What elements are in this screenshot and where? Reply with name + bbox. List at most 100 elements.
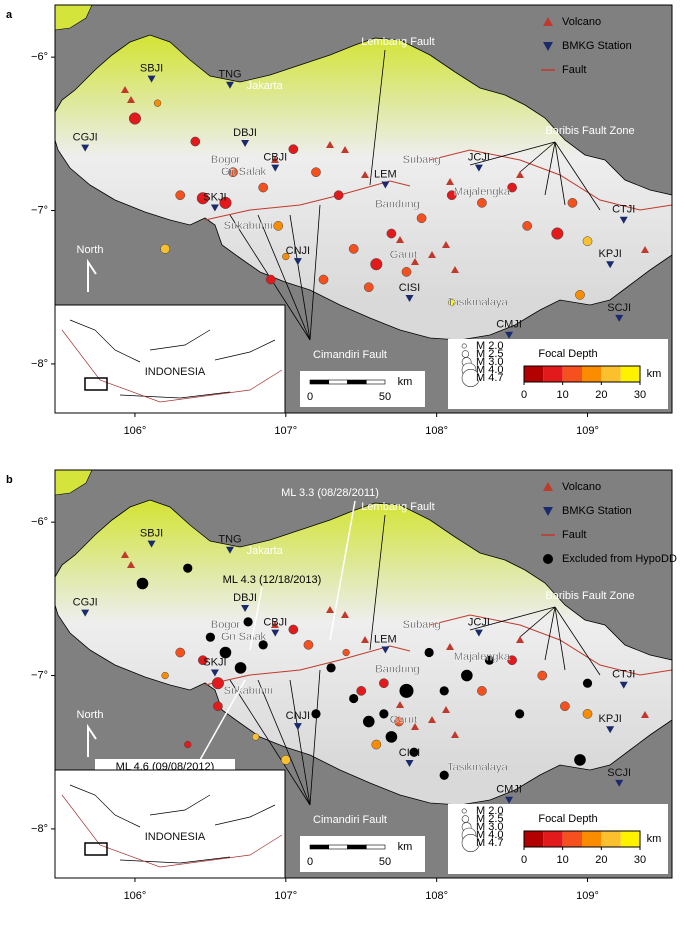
excluded-earthquake <box>349 693 359 704</box>
station-label: CISI <box>399 282 420 294</box>
leader-line <box>554 606 601 676</box>
place-label: Majalengka <box>454 186 511 198</box>
volcano <box>451 266 459 273</box>
colorbar-tick-label: 30 <box>634 389 646 401</box>
earthquake <box>363 282 374 293</box>
map-frame <box>54 469 673 879</box>
volcano <box>127 561 135 568</box>
scale-box <box>300 836 425 872</box>
leader-line <box>229 679 311 806</box>
volcano <box>516 171 524 178</box>
scale-segment <box>309 844 330 850</box>
scale-segment <box>365 844 386 850</box>
earthquake <box>303 640 314 650</box>
excluded-earthquake <box>311 709 321 719</box>
magnitude-key <box>461 815 470 823</box>
magnitude-label: M 2.5 <box>476 813 504 825</box>
station-label: CGJI <box>73 132 98 144</box>
legend-volcano <box>543 482 553 491</box>
legend-label: Fault <box>562 529 586 541</box>
scale-unit: km <box>398 376 413 388</box>
excluded-earthquake <box>219 646 232 659</box>
colorbar-unit: km <box>647 833 662 845</box>
colorbar-unit: km <box>647 368 662 380</box>
excluded-earthquake <box>574 754 586 766</box>
earthquake <box>582 709 593 719</box>
leader-line <box>544 606 556 661</box>
x-tick-label: 109° <box>576 425 599 437</box>
place-label: Sukabumi <box>224 685 273 697</box>
earthquake <box>507 182 517 193</box>
north-arrow <box>87 258 97 292</box>
earthquake <box>477 198 487 208</box>
excluded-earthquake <box>409 747 419 757</box>
station <box>505 331 514 339</box>
volcano <box>446 643 454 650</box>
volcano <box>341 146 349 153</box>
magnitude-label: M 2.0 <box>476 805 504 817</box>
inset-box <box>84 842 108 856</box>
volcano <box>271 156 279 163</box>
station-label: TNG <box>218 69 241 81</box>
earthquake <box>333 190 344 201</box>
earthquake <box>342 648 350 657</box>
earthquake <box>273 221 284 231</box>
volcano <box>341 611 349 618</box>
place-label: Garut <box>390 714 418 726</box>
station <box>225 546 234 554</box>
magnitude-label: M 3.0 <box>476 821 504 833</box>
place-label: Jakarta <box>247 80 284 92</box>
station-label: CISI <box>399 747 420 759</box>
station <box>210 204 219 212</box>
legend-label: Volcano <box>562 481 601 493</box>
excluded-earthquake <box>326 663 336 673</box>
station <box>241 605 250 613</box>
station <box>381 181 390 189</box>
place-label: Bogor <box>211 619 241 631</box>
station <box>606 726 615 734</box>
station <box>81 609 90 617</box>
earthquake <box>280 755 291 765</box>
station-label: LEM <box>374 633 397 645</box>
colorbar-swatch <box>582 366 602 382</box>
annotation-line <box>199 679 246 761</box>
leader-line <box>554 141 601 211</box>
earthquake <box>507 655 517 666</box>
magnitude-key <box>461 369 480 387</box>
fault-line <box>204 645 411 686</box>
x-tick-label: 106° <box>124 425 147 437</box>
earthquake <box>348 244 359 254</box>
y-tick-label: −8° <box>31 358 48 370</box>
earthquake <box>560 701 570 712</box>
station-label: CGJI <box>73 597 98 609</box>
volcano <box>361 636 369 643</box>
colorbar-swatch <box>543 831 563 847</box>
legend-label: BMKG Station <box>562 505 632 517</box>
annotation: ML 4.3 (12/18/2013) <box>223 574 322 586</box>
scale-segment <box>309 379 330 385</box>
earthquake <box>288 144 299 155</box>
magnitude-key <box>461 808 467 814</box>
volcano <box>428 251 436 258</box>
inset-label: INDONESIA <box>145 366 206 378</box>
volcano <box>516 636 524 643</box>
earthquake <box>184 740 192 749</box>
colorbar-frame <box>523 365 641 383</box>
excluded-earthquake <box>243 617 253 627</box>
colorbar-tick-label: 0 <box>521 389 527 401</box>
panel-label: b <box>6 474 13 486</box>
station-label: CTJI <box>612 204 635 216</box>
station <box>81 144 90 152</box>
earthquake <box>537 670 548 681</box>
colorbar-tick-label: 20 <box>595 854 607 866</box>
y-tick-label: −6° <box>31 516 48 528</box>
excluded-earthquake <box>258 640 268 650</box>
volcano <box>451 731 459 738</box>
y-tick-label: −7° <box>31 669 48 681</box>
place-label: Tasikmalaya <box>447 296 508 308</box>
leader-line <box>469 141 556 166</box>
leader-line <box>289 679 311 806</box>
leader-line <box>554 141 566 206</box>
north-label: North <box>77 709 104 721</box>
